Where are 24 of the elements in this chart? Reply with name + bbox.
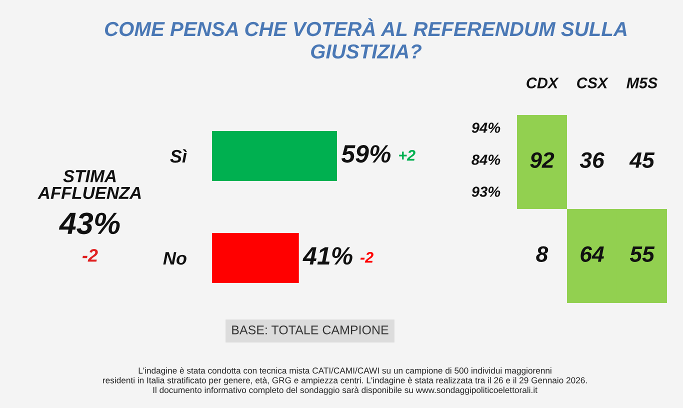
y-tick-label: No xyxy=(163,252,186,265)
x-tick-label: CDX xyxy=(526,78,559,88)
text: STIMA AFFLUENZA xyxy=(38,170,141,200)
data-label: 41% xyxy=(302,247,352,265)
text: L'indagine è stata condotta con tecnica mista CATI/CAMI/CAWI su un campione di 500 individui maggiorenni residenti in Italia stratificato per genere, età, GRG e ampiezza centri. L'indagine è stata realizzata tra il 26 e il 29 Gennaio 2026. Il documento informativo completo del sondaggio sarà disponibile su www.sondaggipoliticoelettorali.it xyxy=(103,367,587,395)
text: 43% xyxy=(58,212,120,234)
text: 84% xyxy=(472,154,500,165)
text: +2 xyxy=(399,150,416,161)
x-tick-label: M5S xyxy=(626,78,658,88)
x-tick-label: CSX xyxy=(577,78,608,88)
data-label: 59% xyxy=(341,145,391,163)
data-label: 36 xyxy=(580,152,604,168)
data-label: 55 xyxy=(630,246,655,262)
text: 93% xyxy=(472,186,500,197)
data-label: 92 xyxy=(530,152,554,168)
text: -2 xyxy=(82,249,98,262)
data-label: 45 xyxy=(629,152,655,168)
chart-title: COME PENSA CHE VOTERÀ AL REFERENDUM SULLA GIUSTIZIA? xyxy=(104,18,627,59)
data-label: 8 xyxy=(536,246,548,262)
text: BASE: TOTALE CAMPIONE xyxy=(232,326,388,334)
y-tick-label: Sì xyxy=(170,149,187,163)
text: 94% xyxy=(472,122,500,133)
data-label: 64 xyxy=(580,246,604,262)
text: -2 xyxy=(360,252,374,263)
